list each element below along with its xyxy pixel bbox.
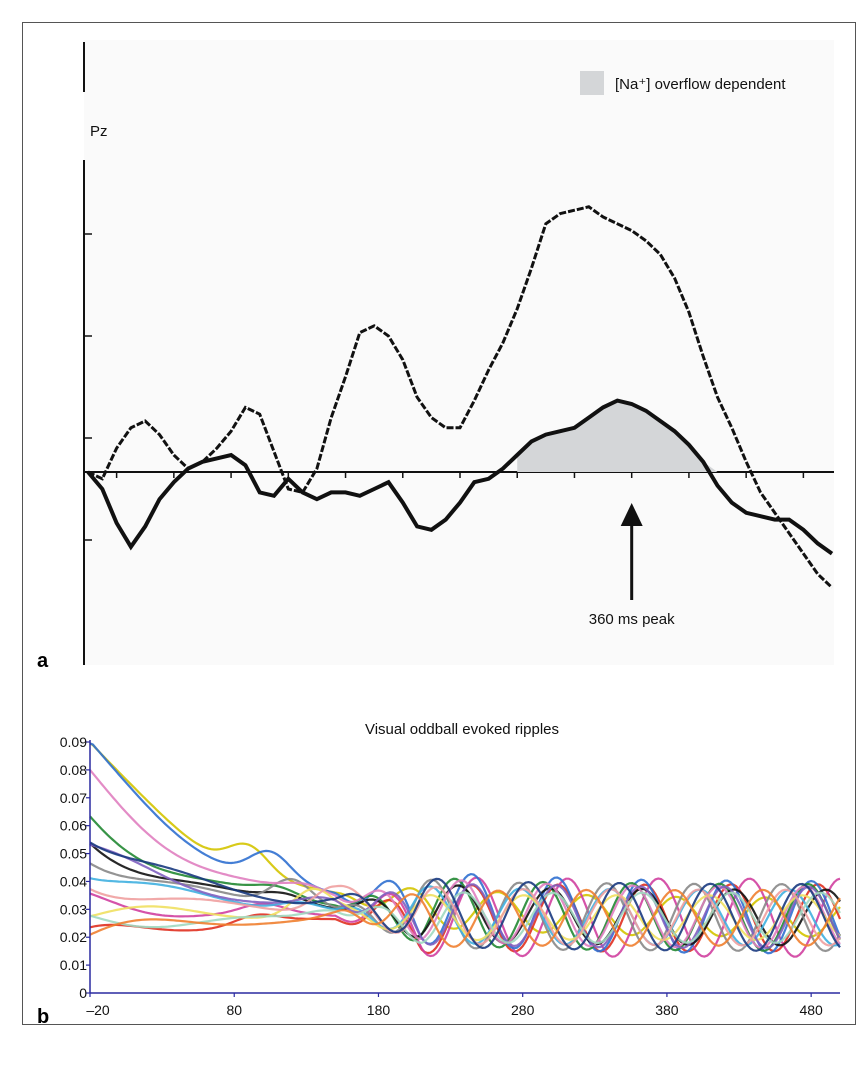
panel-b-y-tick-label: 0.06 bbox=[60, 818, 87, 834]
panel-b-x-tick-label: 80 bbox=[226, 1002, 242, 1018]
panel-b-x-tick-label: 180 bbox=[367, 1002, 391, 1018]
panel-b-y-tick-label: 0.01 bbox=[60, 957, 87, 973]
legend-swatch bbox=[580, 71, 604, 95]
panel-b-y-tick-label: 0.03 bbox=[60, 901, 87, 917]
panel-a-letter: a bbox=[37, 650, 49, 672]
ripple-line bbox=[89, 884, 841, 947]
panel-b-x-tick-label: 480 bbox=[799, 1002, 823, 1018]
panel-b-y-tick-label: 0 bbox=[79, 985, 87, 1001]
panel-b-letter: b bbox=[37, 1006, 49, 1028]
panel-b-x-tick-label: –20 bbox=[86, 1002, 110, 1018]
ripple-line bbox=[89, 742, 841, 938]
panel-b: Visual oddball evoked ripples 00.010.020… bbox=[37, 721, 842, 1028]
overflow-shaded-area bbox=[517, 400, 761, 472]
channel-label: Pz bbox=[90, 123, 108, 140]
panel-a-x-ticks bbox=[115, 472, 805, 478]
ripple-line bbox=[89, 769, 841, 949]
thin-dashed-trace bbox=[87, 205, 834, 589]
peak-arrow bbox=[620, 503, 643, 600]
legend-label: [Na⁺] overflow dependent bbox=[615, 76, 786, 93]
panel-b-y-tick-label: 0.07 bbox=[60, 790, 87, 806]
panel-b-x-tick-label: 280 bbox=[511, 1002, 535, 1018]
panel-a: Pz [Na⁺] overflow dependent 360 ms peak … bbox=[37, 40, 834, 672]
ripple-line bbox=[89, 841, 841, 952]
ripple-line bbox=[89, 843, 841, 950]
ripple-line bbox=[89, 887, 841, 942]
ripple-line bbox=[89, 888, 841, 948]
panel-b-y-tick-label: 0.05 bbox=[60, 846, 87, 862]
panel-b-y-tick-label: 0.02 bbox=[60, 929, 87, 945]
panel-b-y-tick-label: 0.09 bbox=[60, 734, 87, 750]
panel-b-axes: 0 0.01 0.02 0.03 0.04 0.05 0.06 0.07 0.08 0.09 –20… bbox=[60, 734, 840, 1018]
panel-a-y-ticks bbox=[84, 233, 92, 541]
panel-b-y-tick-label: 0.04 bbox=[60, 873, 87, 889]
peak-annotation: 360 ms peak bbox=[589, 611, 675, 628]
thick-solid-trace bbox=[86, 398, 834, 556]
panel-b-title: Visual oddball evoked ripples bbox=[365, 721, 559, 738]
panel-a-background bbox=[84, 40, 834, 665]
panel-b-y-tick-label: 0.08 bbox=[60, 762, 87, 778]
panel-b-x-tick-label: 380 bbox=[655, 1002, 679, 1018]
ripple-series bbox=[89, 742, 842, 958]
